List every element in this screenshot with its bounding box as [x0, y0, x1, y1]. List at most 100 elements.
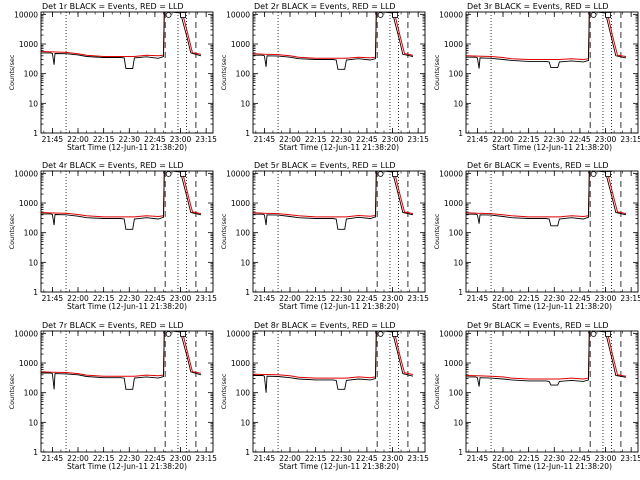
panel-8: Det 8r BLACK = Events, RED = LLD 1 10 100 10… [220, 321, 429, 471]
y-tick-label: 10 [28, 99, 38, 108]
x-tick-label: 22:30 [330, 294, 352, 303]
plot-frame [465, 11, 639, 134]
y-tick-label: 1000 [231, 40, 250, 49]
lld-line [41, 171, 202, 218]
x-tick-label: 23:15 [195, 294, 217, 303]
saturation-marker [605, 171, 611, 177]
y-tick-label: 1000 [444, 40, 463, 49]
y-tick-label: 10000 [439, 329, 463, 338]
x-tick-label: 22:30 [543, 454, 565, 463]
x-axis-label: Start Time (12-Jun-11 21:38:20) [279, 302, 399, 311]
y-tick-label: 10 [28, 418, 38, 427]
x-tick-label: 22:00 [67, 454, 89, 463]
saturation-marker [605, 331, 611, 337]
panel-title: Det 9r BLACK = Events, RED = LLD [467, 321, 609, 330]
y-tick-label: 1000 [444, 199, 463, 208]
panel-5: Det 5r BLACK = Events, RED = LLD 1 10 100 10… [220, 161, 429, 311]
x-tick-label: 23:00 [595, 135, 617, 144]
x-tick-label: 23:15 [195, 135, 217, 144]
y-axis-label: Counts/sec [8, 213, 16, 249]
x-tick-label: 22:30 [118, 135, 140, 144]
lld-line [41, 12, 202, 57]
x-tick-label: 22:30 [330, 454, 352, 463]
panel-3: Det 3r BLACK = Events, RED = LLD 1 10 100 10… [433, 2, 640, 152]
x-tick-label: 21:45 [467, 294, 489, 303]
x-tick-label: 22:15 [518, 294, 540, 303]
x-tick-label: 23:15 [195, 454, 217, 463]
saturation-marker [392, 171, 398, 177]
x-tick-label: 21:45 [254, 294, 276, 303]
x-tick-label: 22:15 [305, 135, 327, 144]
x-tick-label: 23:15 [407, 454, 429, 463]
x-tick-label: 22:30 [543, 294, 565, 303]
panel-title: Det 4r BLACK = Events, RED = LLD [42, 161, 184, 170]
x-tick-label: 21:45 [254, 135, 276, 144]
y-tick-label: 1000 [19, 199, 38, 208]
events-line [253, 12, 414, 70]
y-tick-label: 1 [245, 129, 250, 138]
y-tick-label: 1000 [19, 40, 38, 49]
x-axis-label: Start Time (12-Jun-11 21:38:20) [492, 143, 612, 152]
y-axis-label: Counts/sec [220, 373, 228, 409]
x-tick-label: 22:15 [518, 454, 540, 463]
y-tick-label: 1000 [19, 359, 38, 368]
x-tick-label: 23:15 [620, 454, 640, 463]
x-tick-label: 21:45 [42, 294, 64, 303]
panel-1: Det 1r BLACK = Events, RED = LLD 1 10 100 10… [8, 2, 217, 152]
lld-line [466, 331, 627, 380]
saturation-marker [377, 171, 384, 177]
plot-frame [465, 170, 639, 293]
y-tick-label: 10 [453, 418, 463, 427]
y-axis-label: Counts/sec [433, 213, 441, 249]
x-tick-label: 22:15 [93, 135, 115, 144]
x-axis-label: Start Time (12-Jun-11 21:38:20) [492, 302, 612, 311]
plot-frame [252, 11, 426, 134]
panel-4: Det 4r BLACK = Events, RED = LLD 1 10 100 10… [8, 161, 217, 311]
y-tick-label: 1 [33, 129, 38, 138]
y-tick-label: 100 [236, 229, 251, 238]
x-tick-label: 23:00 [595, 454, 617, 463]
x-tick-label: 21:45 [254, 454, 276, 463]
x-tick-label: 23:00 [170, 454, 192, 463]
saturation-marker [605, 12, 611, 18]
x-tick-label: 22:00 [279, 454, 301, 463]
y-tick-label: 1 [33, 448, 38, 457]
x-tick-label: 22:45 [144, 454, 166, 463]
saturation-marker [377, 12, 384, 18]
saturation-marker [165, 171, 172, 177]
events-line [253, 331, 414, 393]
x-tick-label: 22:45 [144, 135, 166, 144]
events-line [466, 171, 627, 227]
x-tick-label: 22:30 [543, 135, 565, 144]
y-tick-label: 1 [33, 288, 38, 297]
events-line [253, 171, 414, 230]
panel-title: Det 8r BLACK = Events, RED = LLD [254, 321, 396, 330]
x-tick-label: 22:00 [67, 135, 89, 144]
panel-title: Det 1r BLACK = Events, RED = LLD [42, 2, 184, 11]
y-tick-label: 100 [24, 389, 39, 398]
x-axis-label: Start Time (12-Jun-11 21:38:20) [67, 143, 187, 152]
saturation-marker [180, 12, 186, 18]
events-line [466, 12, 627, 69]
y-tick-label: 10000 [14, 329, 38, 338]
x-tick-label: 22:00 [492, 294, 514, 303]
x-tick-label: 22:00 [67, 294, 89, 303]
y-tick-label: 100 [24, 229, 39, 238]
y-tick-label: 10 [28, 258, 38, 267]
y-tick-label: 100 [236, 70, 251, 79]
x-tick-label: 22:45 [356, 135, 378, 144]
x-tick-label: 23:15 [407, 294, 429, 303]
saturation-marker [377, 331, 384, 337]
x-tick-label: 22:30 [118, 294, 140, 303]
y-tick-label: 10000 [14, 10, 38, 19]
lld-line [253, 12, 414, 59]
x-tick-label: 21:45 [467, 454, 489, 463]
x-tick-label: 23:15 [620, 135, 640, 144]
saturation-marker [590, 171, 597, 177]
x-tick-label: 22:45 [144, 294, 166, 303]
x-tick-label: 22:45 [356, 454, 378, 463]
events-line [41, 12, 202, 69]
y-tick-label: 10000 [226, 329, 250, 338]
y-tick-label: 100 [449, 70, 464, 79]
y-tick-label: 10000 [226, 169, 250, 178]
